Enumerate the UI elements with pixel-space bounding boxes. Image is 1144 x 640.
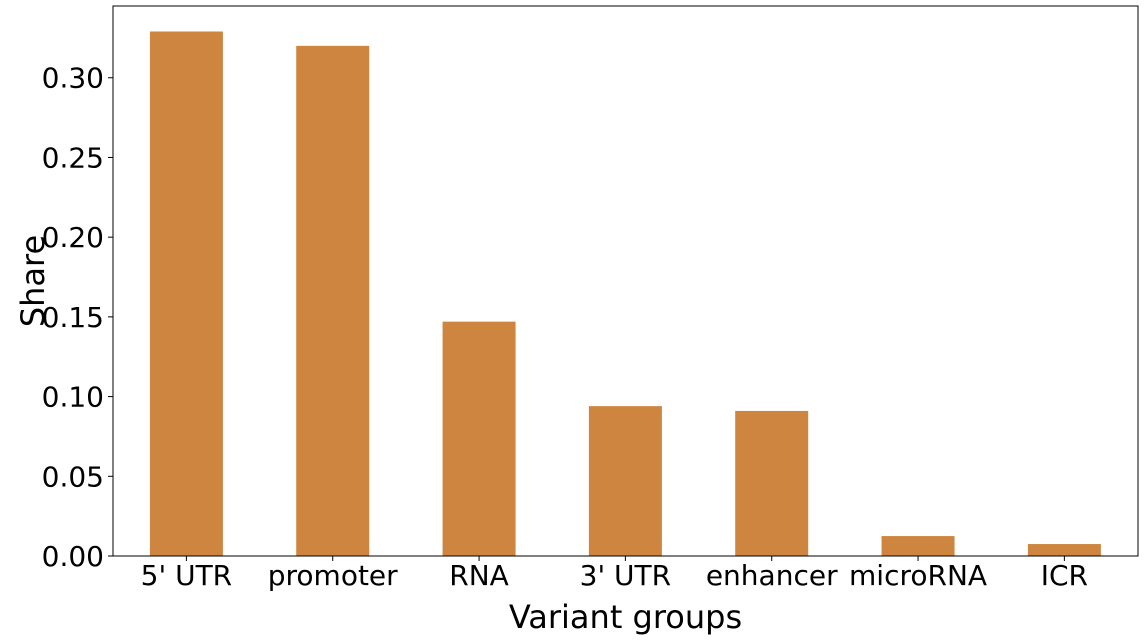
bar xyxy=(149,31,223,556)
bar xyxy=(735,410,809,556)
y-axis: 0.00 0.05 0.10 0.15 0.20 0.25 0.30 xyxy=(42,62,113,573)
bar xyxy=(296,45,370,556)
y-tick-label: 0.20 xyxy=(42,221,104,254)
y-tick-label: 0.25 xyxy=(42,141,104,174)
x-tick-label: 5' UTR xyxy=(141,559,232,592)
x-tick-label: enhancer xyxy=(706,559,838,592)
y-tick-label: 0.00 xyxy=(42,540,104,573)
y-tick-label: 0.15 xyxy=(42,301,104,334)
x-axis-title: Variant groups xyxy=(509,598,742,636)
y-tick-label: 0.10 xyxy=(42,381,104,414)
y-tick-label: 0.05 xyxy=(42,460,104,493)
x-axis: 5' UTR promoter RNA 3' UTR enhancer microRNA I… xyxy=(141,556,1088,592)
x-tick-label: 3' UTR xyxy=(580,559,671,592)
x-tick-label: microRNA xyxy=(849,559,987,592)
x-tick-label: ICR xyxy=(1041,559,1088,592)
bar xyxy=(588,406,662,556)
bars xyxy=(149,31,1101,556)
x-tick-label: promoter xyxy=(268,559,398,592)
y-tick-label: 0.30 xyxy=(42,62,104,95)
bar xyxy=(1027,544,1101,556)
y-axis-title: Share xyxy=(14,235,52,327)
x-tick-label: RNA xyxy=(449,559,509,592)
bar xyxy=(442,321,516,556)
bar xyxy=(881,536,955,556)
